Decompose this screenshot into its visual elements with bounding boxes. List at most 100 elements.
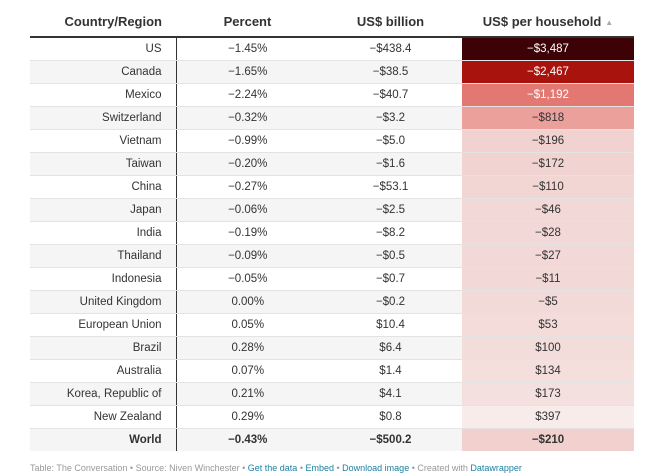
cell-percent: −0.09%: [176, 244, 319, 268]
table-row: United Kingdom 0.00% −$0.2 −$5: [30, 290, 634, 314]
cell-percent: 0.07%: [176, 359, 319, 383]
cell-country: Mexico: [30, 83, 177, 107]
header-per-household-label: US$ per household: [482, 13, 602, 29]
sort-ascending-icon[interactable]: ▲: [605, 17, 614, 27]
data-table-container: Country/Region Percent US$ billion US$ p…: [30, 6, 634, 451]
footer-source: Source: Niven Winchester: [135, 463, 240, 473]
cell-per-household: −$1,192: [462, 83, 634, 107]
cell-country: World: [30, 428, 177, 451]
cell-billion: −$2.5: [319, 198, 462, 222]
cell-billion: $4.1: [319, 382, 462, 406]
table-row: Taiwan −0.20% −$1.6 −$172: [30, 152, 634, 176]
header-percent[interactable]: Percent: [176, 6, 319, 38]
table-row: Thailand −0.09% −$0.5 −$27: [30, 244, 634, 268]
cell-per-household: −$210: [462, 428, 634, 451]
table-row: Korea, Republic of 0.21% $4.1 $173: [30, 382, 634, 406]
table-row: Switzerland −0.32% −$3.2 −$818: [30, 106, 634, 130]
table-header-row: Country/Region Percent US$ billion US$ p…: [30, 6, 634, 38]
datawrapper-link[interactable]: Datawrapper: [470, 463, 522, 473]
cell-country: Canada: [30, 60, 177, 84]
cell-per-household: −$2,467: [462, 60, 634, 84]
cell-billion: −$0.2: [319, 290, 462, 314]
cell-country: United Kingdom: [30, 290, 177, 314]
cell-per-household: $100: [462, 336, 634, 360]
cell-country: Indonesia: [30, 267, 177, 291]
cell-billion: −$53.1: [319, 175, 462, 199]
cell-country: Vietnam: [30, 129, 177, 153]
cell-country: Thailand: [30, 244, 177, 268]
download-image-link[interactable]: Download image: [342, 463, 410, 473]
table-total-row: World −0.43% −$500.2 −$210: [30, 428, 634, 451]
table-row: Indonesia −0.05% −$0.7 −$11: [30, 267, 634, 291]
cell-billion: −$38.5: [319, 60, 462, 84]
header-billion[interactable]: US$ billion: [319, 6, 462, 38]
cell-per-household: −$172: [462, 152, 634, 176]
cell-percent: −1.65%: [176, 60, 319, 84]
cell-percent: −0.19%: [176, 221, 319, 245]
tariff-impact-table: Country/Region Percent US$ billion US$ p…: [30, 6, 634, 451]
cell-billion: −$3.2: [319, 106, 462, 130]
cell-percent: 0.21%: [176, 382, 319, 406]
cell-billion: $6.4: [319, 336, 462, 360]
cell-billion: −$1.6: [319, 152, 462, 176]
cell-country: Japan: [30, 198, 177, 222]
get-data-link[interactable]: Get the data: [247, 463, 298, 473]
table-row: European Union 0.05% $10.4 $53: [30, 313, 634, 337]
table-row: Vietnam −0.99% −$5.0 −$196: [30, 129, 634, 153]
cell-per-household: −$3,487: [462, 37, 634, 61]
cell-country: Brazil: [30, 336, 177, 360]
embed-link[interactable]: Embed: [305, 463, 334, 473]
cell-billion: −$40.7: [319, 83, 462, 107]
footer-created-with: Created with: [417, 463, 468, 473]
cell-billion: −$0.7: [319, 267, 462, 291]
table-row: Japan −0.06% −$2.5 −$46: [30, 198, 634, 222]
table-row: US −1.45% −$438.4 −$3,487: [30, 37, 634, 61]
cell-billion: −$500.2: [319, 428, 462, 451]
cell-country: Switzerland: [30, 106, 177, 130]
header-per-household[interactable]: US$ per household ▲: [462, 6, 634, 38]
cell-percent: 0.28%: [176, 336, 319, 360]
cell-percent: −0.05%: [176, 267, 319, 291]
cell-per-household: −$11: [462, 267, 634, 291]
table-row: Australia 0.07% $1.4 $134: [30, 359, 634, 383]
cell-country: Korea, Republic of: [30, 382, 177, 406]
cell-per-household: −$46: [462, 198, 634, 222]
cell-percent: −0.99%: [176, 129, 319, 153]
cell-billion: $10.4: [319, 313, 462, 337]
table-row: Mexico −2.24% −$40.7 −$1,192: [30, 83, 634, 107]
cell-per-household: $134: [462, 359, 634, 383]
cell-billion: −$5.0: [319, 129, 462, 153]
cell-per-household: −$28: [462, 221, 634, 245]
table-row: China −0.27% −$53.1 −$110: [30, 175, 634, 199]
table-row: New Zealand 0.29% $0.8 $397: [30, 405, 634, 429]
cell-per-household: $53: [462, 313, 634, 337]
cell-per-household: −$818: [462, 106, 634, 130]
cell-per-household: −$110: [462, 175, 634, 199]
table-row: Brazil 0.28% $6.4 $100: [30, 336, 634, 360]
cell-percent: −0.27%: [176, 175, 319, 199]
cell-country: China: [30, 175, 177, 199]
cell-billion: −$0.5: [319, 244, 462, 268]
header-country[interactable]: Country/Region: [30, 6, 176, 38]
cell-percent: −1.45%: [176, 37, 319, 61]
cell-per-household: −$5: [462, 290, 634, 314]
cell-percent: −0.32%: [176, 106, 319, 130]
cell-per-household: −$196: [462, 129, 634, 153]
table-body: US −1.45% −$438.4 −$3,487 Canada −1.65% −$38.5…: [30, 37, 634, 451]
cell-percent: 0.00%: [176, 290, 319, 314]
cell-billion: $1.4: [319, 359, 462, 383]
cell-percent: −0.43%: [176, 428, 319, 451]
cell-percent: 0.05%: [176, 313, 319, 337]
cell-percent: −2.24%: [176, 83, 319, 107]
cell-country: US: [30, 37, 177, 61]
cell-billion: −$8.2: [319, 221, 462, 245]
cell-per-household: $173: [462, 382, 634, 406]
table-row: India −0.19% −$8.2 −$28: [30, 221, 634, 245]
footer-table-credit: Table: The Conversation: [30, 463, 128, 473]
cell-billion: −$438.4: [319, 37, 462, 61]
cell-percent: −0.20%: [176, 152, 319, 176]
cell-country: Taiwan: [30, 152, 177, 176]
cell-country: Australia: [30, 359, 177, 383]
cell-country: India: [30, 221, 177, 245]
footer-credits: Table: The Conversation • Source: Niven …: [30, 463, 522, 473]
